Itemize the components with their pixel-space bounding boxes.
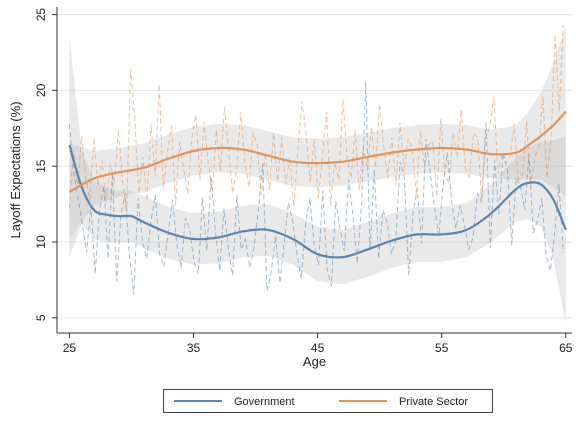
- raw-line-government: [68, 81, 564, 296]
- x-tick-label-65: 65: [559, 341, 573, 355]
- confidence-band-private-sector: [69, 26, 566, 240]
- x-tick-label-45: 45: [311, 341, 325, 355]
- y-tick-label-20: 20: [34, 83, 48, 97]
- x-tick-label-35: 35: [187, 341, 201, 355]
- x-tick-label-55: 55: [435, 341, 449, 355]
- x-axis-label: Age: [303, 354, 326, 369]
- legend-svg: Government Private Sector: [174, 396, 468, 408]
- raw-line-private-sector: [68, 25, 564, 214]
- confidence-band-government: [69, 37, 566, 324]
- confidence-bands: [69, 26, 566, 324]
- smooth-line-private-sector: [68, 110, 567, 193]
- x-tick-label-25: 25: [63, 341, 77, 355]
- grid-layer: [57, 14, 572, 319]
- y-tick-label-15: 15: [34, 159, 48, 173]
- y-axis-label: Layoff Expectations (%): [8, 101, 23, 238]
- raw-series-lines: [68, 25, 564, 296]
- y-tick-label-5: 5: [34, 314, 48, 321]
- smoothed-series-lines: [68, 110, 567, 259]
- axes: [56, 7, 572, 334]
- y-tick-label-10: 10: [34, 235, 48, 249]
- smooth-line-government: [68, 144, 567, 259]
- y-tick-label-25: 25: [34, 8, 48, 22]
- legend-label-government: Government: [234, 396, 295, 408]
- ticks: 5 10 15 20 25 25 35 45 55 65: [34, 8, 573, 355]
- legend-label-private-sector: Private Sector: [399, 396, 468, 408]
- legend: Government Private Sector: [163, 389, 493, 413]
